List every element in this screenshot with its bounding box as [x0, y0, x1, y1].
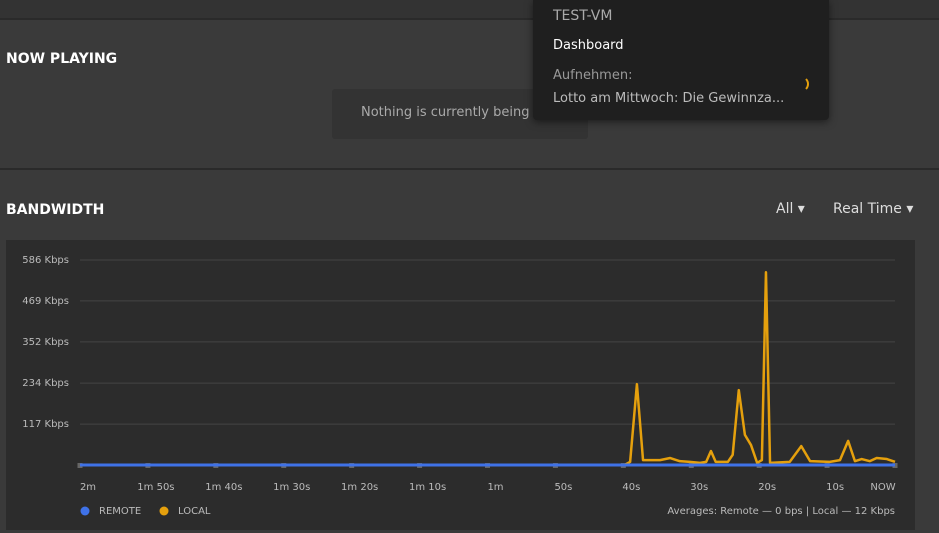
legend-marker: [159, 506, 169, 516]
activity-popup: TEST-VM Dashboard Aufnehmen: Lotto am Mi…: [533, 0, 829, 120]
activity-item[interactable]: Lotto am Mittwoch: Die Gewinnza...: [553, 91, 785, 106]
section-title: NOW PLAYING: [6, 51, 118, 67]
y-tick-label: 469 Kbps: [22, 296, 69, 307]
x-tick-label: 50s: [554, 482, 572, 493]
x-tick-label: 40s: [622, 482, 640, 493]
x-tick-label: 20s: [758, 482, 776, 493]
filter-dropdown[interactable]: All ▾: [776, 201, 805, 217]
series-line: [80, 270, 896, 467]
x-tick-label: 1m 40s: [205, 482, 242, 493]
x-tick-label: 1m 50s: [137, 482, 174, 493]
y-tick-label: 586 Kbps: [22, 255, 69, 266]
server-name: TEST-VM: [553, 8, 613, 24]
separator: [0, 168, 939, 170]
legend-label: LOCAL: [178, 506, 211, 517]
averages: Averages: Remote — 0 bps | Local — 12 Kb…: [667, 506, 895, 517]
x-tick-label: 1m 30s: [273, 482, 310, 493]
spinner: [793, 76, 809, 92]
y-tick-label: 234 Kbps: [22, 378, 69, 389]
x-tick-label: 1m: [487, 482, 503, 493]
legend-label: REMOTE: [99, 506, 141, 517]
x-tick-label: 1m 20s: [341, 482, 378, 493]
dropdown-label: Real Time: [833, 201, 902, 217]
dashboard-link[interactable]: Dashboard: [553, 38, 624, 53]
x-tick-label: 30s: [690, 482, 708, 493]
range-dropdown[interactable]: Real Time ▾: [833, 201, 914, 217]
activity-label: Aufnehmen:: [553, 68, 633, 83]
x-tick-label: NOW: [870, 482, 895, 493]
x-tick-label: 10s: [826, 482, 844, 493]
legend-marker: [80, 506, 90, 516]
x-tick-label: 1m 10s: [409, 482, 446, 493]
y-tick-label: 117 Kbps: [22, 419, 69, 430]
x-tick-label: 2m: [80, 482, 96, 493]
y-tick-label: 352 Kbps: [22, 337, 69, 348]
section-title: BANDWIDTH: [6, 202, 105, 218]
separator: [0, 18, 939, 20]
dropdown-label: All: [776, 201, 794, 217]
